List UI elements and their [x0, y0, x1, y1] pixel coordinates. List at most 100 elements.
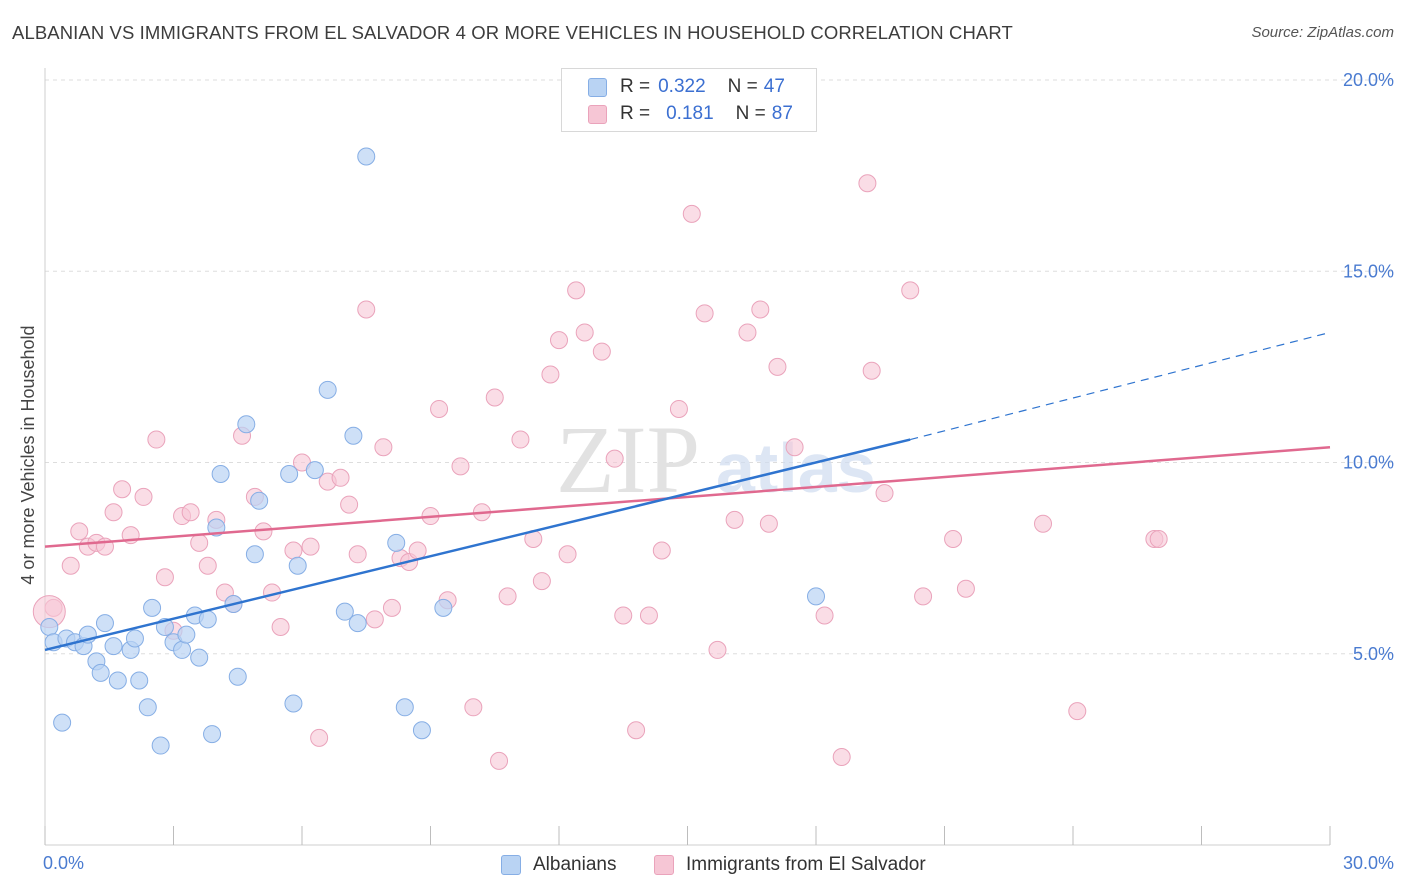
el-salvador-point	[695, 304, 714, 323]
axes	[44, 68, 1331, 846]
el-salvador-point	[511, 430, 530, 449]
albanians-point	[125, 629, 144, 648]
series-el-salvador-points	[32, 174, 1168, 770]
albanians-point	[412, 721, 431, 740]
el-salvador-point	[725, 510, 744, 529]
albanians-point	[211, 464, 230, 483]
albanians-point	[288, 556, 307, 575]
n-label: N =	[735, 103, 766, 124]
r-value: 0.322	[658, 76, 706, 97]
el-salvador-swatch	[588, 104, 607, 124]
albanians-point	[108, 671, 127, 690]
source-credit: Source: ZipAtlas.com	[1251, 24, 1394, 41]
albanians-point	[335, 602, 354, 621]
el-salvador-point	[490, 751, 509, 770]
el-salvador-point	[498, 587, 517, 606]
albanians-point	[245, 545, 264, 564]
legend-item-albanians: Albanians	[501, 852, 616, 878]
el-salvador-point	[357, 300, 376, 319]
legend-label: Immigrants from El Salvador	[686, 854, 926, 875]
albanians-point	[318, 380, 337, 399]
el-salvador-point	[374, 438, 393, 457]
albanians-point	[91, 663, 110, 682]
el-salvador-point	[181, 503, 200, 522]
el-salvador-point	[430, 399, 449, 418]
el-salvador-legend-swatch	[654, 855, 674, 875]
albanians-point	[344, 426, 363, 445]
el-salvador-point	[614, 606, 633, 625]
r-value: 0.181	[666, 103, 714, 124]
y-tick-label: 20.0%	[1343, 70, 1394, 90]
el-salvador-point	[605, 449, 624, 468]
el-salvador-point	[639, 606, 658, 625]
el-salvador-point	[61, 556, 80, 575]
el-salvador-point	[190, 533, 209, 552]
trend-lines	[44, 331, 1331, 652]
albanians-legend-swatch	[501, 855, 521, 875]
el-salvador-point	[147, 430, 166, 449]
albanians-point	[173, 640, 192, 659]
albanians-point	[138, 698, 157, 717]
r-label: R =	[620, 76, 651, 97]
stats-row-el-salvador: R = 0.181 N = 87	[588, 102, 793, 126]
grid-lines	[45, 79, 1394, 655]
stats-legend: R = 0.322 N = 47 R = 0.181 N = 87	[561, 68, 817, 132]
albanians-trend-extension	[910, 331, 1331, 441]
el-salvador-point	[284, 541, 303, 560]
albanians-point	[130, 671, 149, 690]
el-salvador-point	[485, 388, 504, 407]
el-salvador-point	[365, 610, 384, 629]
watermark-zip: ZIP	[556, 406, 700, 513]
y-tick-label: 5.0%	[1353, 644, 1394, 664]
el-salvador-point	[738, 323, 757, 342]
el-salvador-point	[901, 281, 920, 300]
el-salvador-trend-line	[44, 445, 1331, 548]
el-salvador-point	[592, 342, 611, 361]
el-salvador-point	[682, 204, 701, 223]
el-salvador-point	[408, 541, 427, 560]
el-salvador-point	[875, 484, 894, 503]
stats-row-albanians: R = 0.322 N = 47	[588, 75, 785, 99]
el-salvador-point	[768, 357, 787, 376]
albanians-point	[387, 533, 406, 552]
r-label: R =	[620, 103, 651, 124]
el-salvador-point	[575, 323, 594, 342]
albanians-point	[190, 648, 209, 667]
el-salvador-point	[532, 572, 551, 591]
el-salvador-point	[310, 728, 329, 747]
albanians-point	[250, 491, 269, 510]
el-salvador-point	[134, 487, 153, 506]
albanians-point	[807, 587, 825, 606]
albanians-point	[305, 461, 324, 480]
el-salvador-point	[862, 361, 881, 380]
albanians-point	[143, 598, 162, 617]
el-salvador-point	[451, 457, 470, 476]
el-salvador-point	[340, 495, 359, 514]
el-salvador-point	[944, 530, 963, 548]
albanians-point	[198, 610, 217, 629]
series-albanians-points	[40, 147, 825, 755]
n-value: 87	[771, 103, 793, 124]
albanians-swatch	[588, 77, 607, 97]
el-salvador-point	[271, 617, 290, 636]
el-salvador-point	[1068, 702, 1087, 721]
el-salvador-point	[708, 640, 727, 659]
el-salvador-point	[70, 522, 89, 541]
el-salvador-point	[759, 514, 778, 533]
el-salvador-point	[832, 748, 851, 767]
el-salvador-point	[1034, 514, 1053, 533]
el-salvador-point	[1149, 530, 1168, 548]
legend-label: Albanians	[533, 854, 617, 875]
el-salvador-point	[550, 331, 568, 350]
albanians-trend-line	[44, 438, 911, 652]
el-salvador-point	[914, 587, 933, 606]
el-salvador-point	[382, 598, 401, 617]
albanians-point	[357, 147, 376, 166]
albanians-point	[280, 464, 299, 483]
el-salvador-point	[348, 545, 367, 564]
albanians-point	[104, 637, 123, 656]
el-salvador-point	[567, 281, 586, 300]
el-salvador-point	[751, 300, 770, 319]
y-tick-label: 10.0%	[1343, 453, 1394, 473]
